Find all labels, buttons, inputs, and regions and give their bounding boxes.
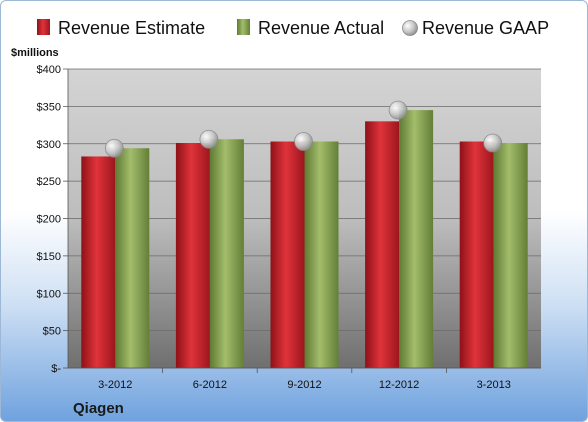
marker-revenue-gaap (294, 132, 313, 151)
y-axis-title: $millions (11, 47, 59, 59)
bar-revenue-actual (399, 110, 434, 369)
bar-revenue-estimate (81, 156, 116, 368)
x-tick-label: 12-2012 (379, 379, 419, 391)
y-axis: $- $50 $100 $150 $200 $250 $300 $350 $400 (37, 64, 69, 375)
y-tick-label: $250 (37, 176, 61, 188)
x-tick-label: 3-2013 (477, 379, 511, 391)
x-tick-label: 3-2012 (98, 379, 132, 391)
bar-revenue-estimate (270, 141, 305, 368)
marker-revenue-gaap (104, 138, 124, 158)
bar-revenue-estimate (175, 143, 210, 368)
marker-revenue-gaap (388, 100, 408, 120)
company-name: Qiagen (73, 400, 124, 417)
legend-label-estimate: Revenue Estimate (58, 18, 205, 38)
x-axis: 3-2012 6-2012 9-2012 12-2012 3-2013 (68, 367, 541, 391)
legend-label-actual: Revenue Actual (258, 18, 384, 38)
bar-revenue-actual (493, 143, 528, 368)
marker-revenue-gaap (483, 133, 503, 153)
y-tick-label: $300 (37, 139, 61, 151)
y-tick-label: $200 (37, 214, 61, 226)
y-tick-label: $350 (37, 101, 61, 113)
bar-revenue-actual (304, 141, 339, 368)
y-tick-label: $- (51, 363, 61, 375)
y-tick-label: $50 (43, 326, 61, 338)
x-tick-label: 9-2012 (287, 379, 321, 391)
legend: Revenue Estimate Revenue Actual Revenue … (37, 18, 549, 38)
marker-revenue-gaap (199, 129, 219, 149)
legend-swatch-actual (237, 19, 250, 35)
bars (81, 110, 528, 369)
y-tick-label: $100 (37, 288, 61, 300)
y-tick-label: $150 (37, 251, 61, 263)
legend-swatch-gaap (402, 20, 418, 36)
gaap-markers (104, 100, 503, 158)
legend-label-gaap: Revenue GAAP (422, 18, 549, 38)
bar-revenue-estimate (365, 121, 400, 368)
bar-revenue-actual (115, 148, 150, 368)
legend-swatch-estimate (37, 19, 50, 35)
bar-revenue-actual (209, 139, 244, 368)
x-tick-label: 6-2012 (193, 379, 227, 391)
y-tick-label: $400 (37, 64, 61, 76)
bar-revenue-estimate (459, 141, 494, 368)
